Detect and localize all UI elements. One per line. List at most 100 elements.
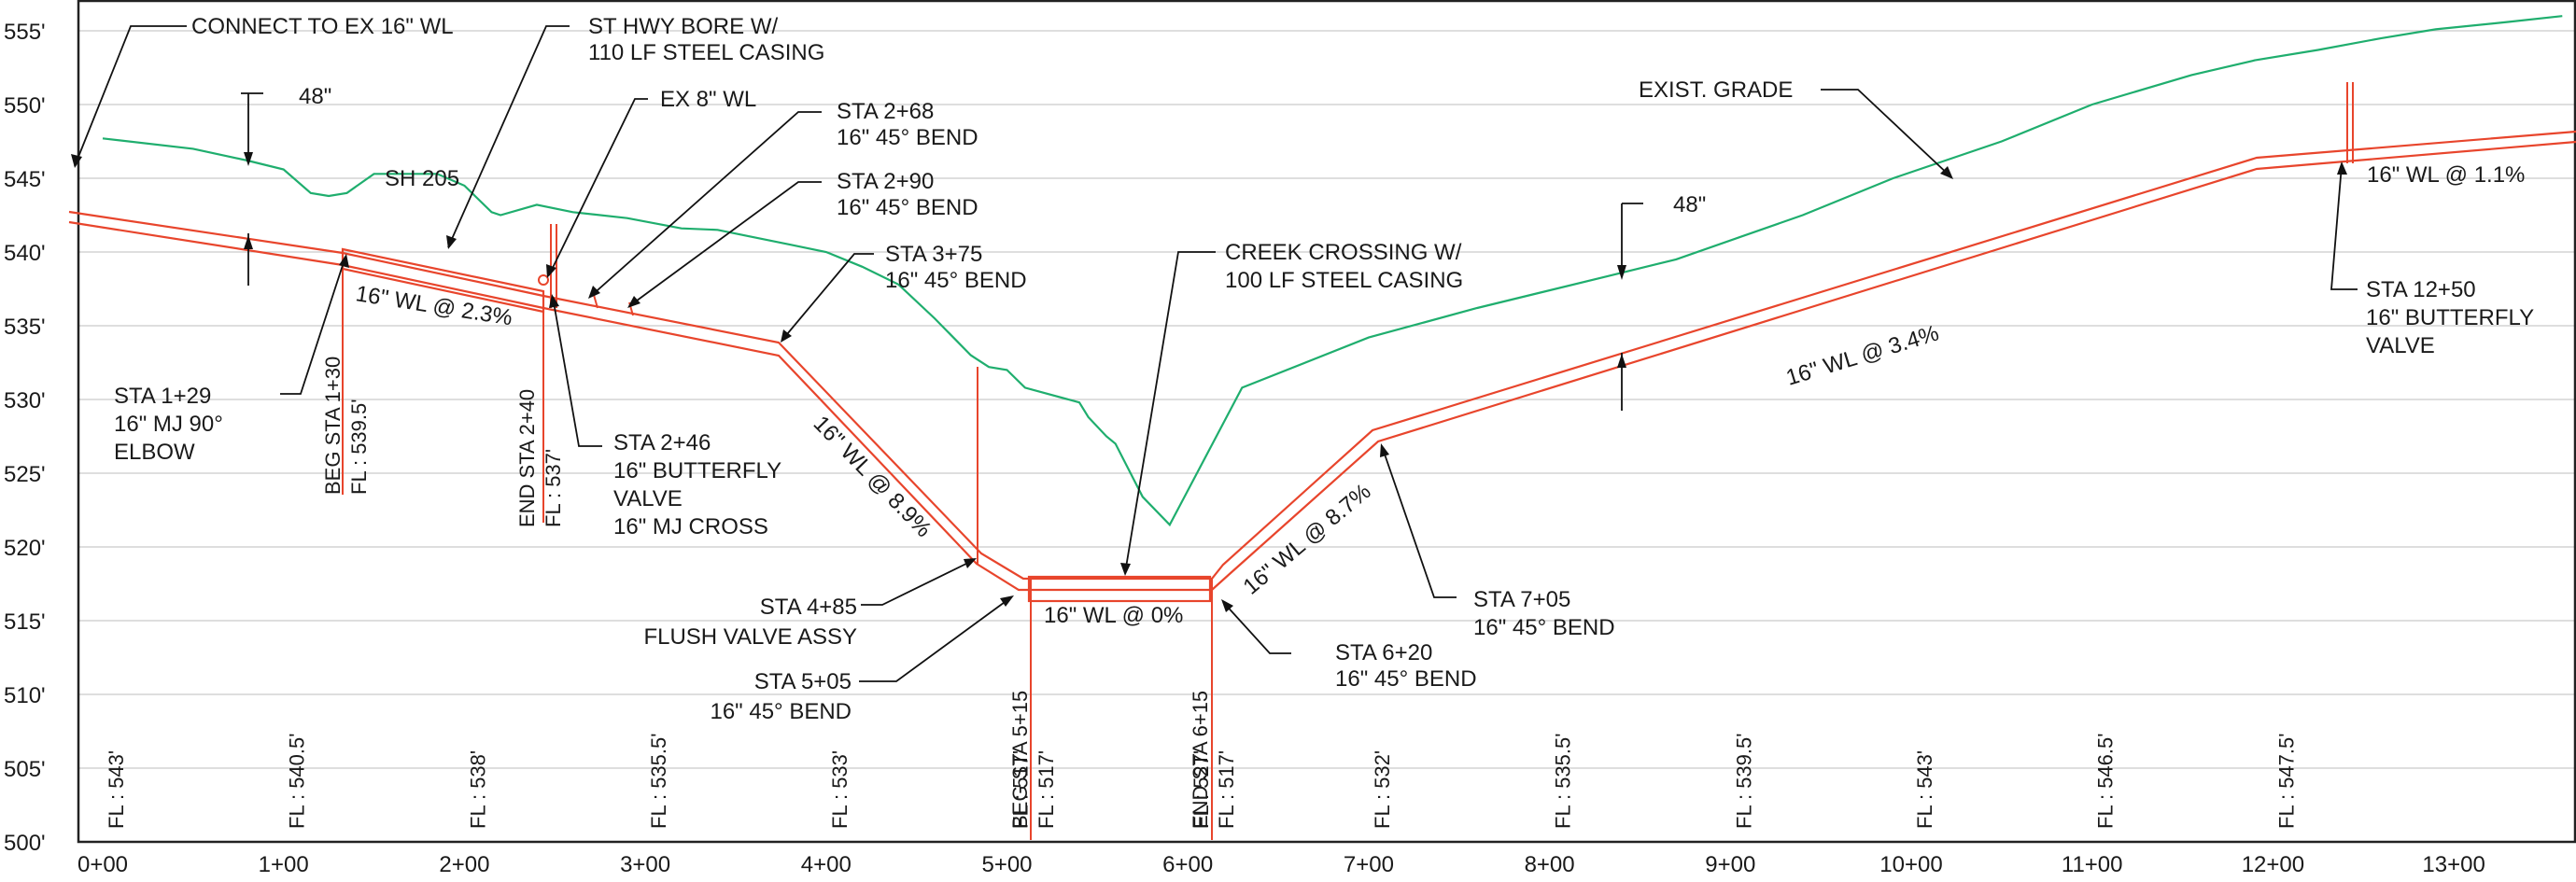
cover-label-right: 48" <box>1673 192 1706 217</box>
arrow-hwy-bore <box>446 235 457 249</box>
y-tick-label: 535' <box>4 315 46 340</box>
callout-connect: CONNECT TO EX 16" WL <box>191 14 454 39</box>
callout-sta268-line2: 16" 45° BEND <box>837 125 978 150</box>
arrow-sta290 <box>627 296 640 308</box>
y-tick-label: 540' <box>4 241 46 266</box>
flowline-label: FL : 546.5' <box>2094 734 2118 829</box>
cover-arrow-right-down <box>1617 265 1626 280</box>
leader-sta290 <box>628 181 822 307</box>
arrow-sta268 <box>588 286 600 299</box>
leader-sta268 <box>589 111 822 298</box>
callout-sta505-line1: STA 5+05 <box>754 669 852 694</box>
x-tick-label: 4+00 <box>801 852 852 877</box>
callout-sta505-line2: 16" 45° BEND <box>710 699 852 724</box>
arrow-sta1250 <box>2337 161 2347 175</box>
pipe-label-0: 16" WL @ 0% <box>1044 603 1183 628</box>
x-tick-label: 8+00 <box>1525 852 1575 877</box>
y-tick-label: 515' <box>4 609 46 635</box>
flowline-label: FL : 543' <box>1913 750 1936 829</box>
callout-sta375-line2: 16" 45° BEND <box>885 268 1027 293</box>
ex-8-wl-connection <box>538 274 549 286</box>
leader-ex8 <box>548 98 648 276</box>
end-sta-6-15-label: END STA 6+15 <box>1189 691 1212 829</box>
flowline-label: FL : 540.5' <box>286 734 309 829</box>
flowline-label: FL : 535.5' <box>1552 734 1575 829</box>
callout-creek-line2: 100 LF STEEL CASING <box>1225 268 1463 293</box>
leader-sta129 <box>280 256 346 395</box>
y-tick-label: 545' <box>4 167 46 192</box>
y-tick-label: 550' <box>4 93 46 119</box>
existing-grade-line <box>102 15 2563 527</box>
callout-sta129-line1: STA 1+29 <box>114 384 211 409</box>
cover-arrow-left-down <box>244 152 253 166</box>
callout-sta485-line2: FLUSH VALVE ASSY <box>643 624 857 650</box>
cover-label-left: 48" <box>299 84 331 109</box>
callout-ex8: EX 8" WL <box>660 87 756 112</box>
callout-sta246-line3: VALVE <box>613 486 683 511</box>
pipe-label-8-9: 16" WL @ 8.9% <box>809 411 936 542</box>
leader-sta375 <box>781 253 874 341</box>
beg-sta-5-15-fl: FL : 517' <box>1035 750 1058 829</box>
x-tick-label: 11+00 <box>2062 852 2123 877</box>
callout-sta1250-line1: STA 12+50 <box>2366 277 2476 302</box>
callout-sta705-line2: 16" 45° BEND <box>1473 615 1615 640</box>
pipe-label-3-4: 16" WL @ 3.4% <box>1783 320 1942 390</box>
end-sta-6-15-fl: FL : 517' <box>1215 750 1238 829</box>
leader-sta620 <box>1222 601 1291 654</box>
callout-sta246-line4: 16" MJ CROSS <box>613 514 768 539</box>
arrow-sta705 <box>1380 443 1389 457</box>
x-tick-label: 0+00 <box>77 852 128 877</box>
callout-exist-grade: EXIST. GRADE <box>1639 77 1793 103</box>
leader-sta505 <box>859 596 1012 682</box>
leader-exist-grade <box>1821 89 1952 178</box>
callout-sta620-line2: 16" 45° BEND <box>1335 666 1477 692</box>
callout-hwy-bore-line1: ST HWY BORE W/ <box>588 14 778 39</box>
creek-casing <box>1027 575 1212 603</box>
arrow-sta129 <box>339 254 349 268</box>
flowline-label: FL : 527' <box>1189 750 1213 829</box>
arrow-sta620 <box>1221 599 1233 612</box>
x-tick-label: 1+00 <box>259 852 309 877</box>
callout-sta129-line2: 16" MJ 90° <box>114 412 223 437</box>
x-tick-label: 5+00 <box>981 852 1032 877</box>
end-sta-2-40-fl: FL : 537' <box>542 449 565 527</box>
x-tick-label: 9+00 <box>1705 852 1755 877</box>
arrow-exist-grade <box>1940 166 1953 179</box>
leader-creek <box>1124 251 1216 574</box>
flowline-label: FL : 543' <box>105 750 128 829</box>
beg-sta-1-30-fl: FL : 539.5' <box>347 399 371 495</box>
beg-sta-1-30-label: BEG STA 1+30 <box>321 357 345 495</box>
x-tick-label: 3+00 <box>620 852 670 877</box>
x-tick-label: 10+00 <box>1879 852 1942 877</box>
leader-sta705 <box>1381 445 1457 598</box>
end-sta-2-40-label: END STA 2+40 <box>515 389 539 527</box>
callout-sta290-line1: STA 2+90 <box>837 169 934 194</box>
beg-sta-5-15-label: BEG STA 5+15 <box>1008 691 1032 829</box>
x-tick-label: 2+00 <box>439 852 489 877</box>
y-tick-label: 525' <box>4 462 46 487</box>
flowline-label: FL : 532' <box>1371 750 1394 829</box>
x-tick-label: 7+00 <box>1344 852 1394 877</box>
flowline-label: FL : 547.5' <box>2274 734 2298 829</box>
flowline-label: FL : 533' <box>828 750 852 829</box>
callout-sta1250-line2: 16" BUTTERFLY <box>2366 305 2534 330</box>
x-tick-label: 13+00 <box>2422 852 2485 877</box>
leader-sta1250 <box>2330 164 2358 290</box>
arrow-creek <box>1120 563 1131 576</box>
x-tick-label: 6+00 <box>1162 852 1213 877</box>
callout-sta268-line1: STA 2+68 <box>837 99 934 124</box>
leader-connect <box>74 25 187 167</box>
flowline-label: FL : 539.5' <box>1732 734 1755 829</box>
water-line-profile <box>68 82 2576 840</box>
cover-arrow-left-up <box>244 235 253 249</box>
y-tick-label: 530' <box>4 388 46 413</box>
callout-sta246-line1: STA 2+46 <box>613 430 711 455</box>
arrow-connect <box>71 154 82 168</box>
pipe-label-1-1: 16" WL @ 1.1% <box>2367 162 2525 188</box>
bend-tick-2-68 <box>593 294 598 309</box>
pipe-label-8-7: 16" WL @ 8.7% <box>1239 479 1376 600</box>
cover-arrow-right-up <box>1617 354 1626 368</box>
callout-sta620-line1: STA 6+20 <box>1335 640 1432 665</box>
arrow-ex8 <box>546 264 556 278</box>
